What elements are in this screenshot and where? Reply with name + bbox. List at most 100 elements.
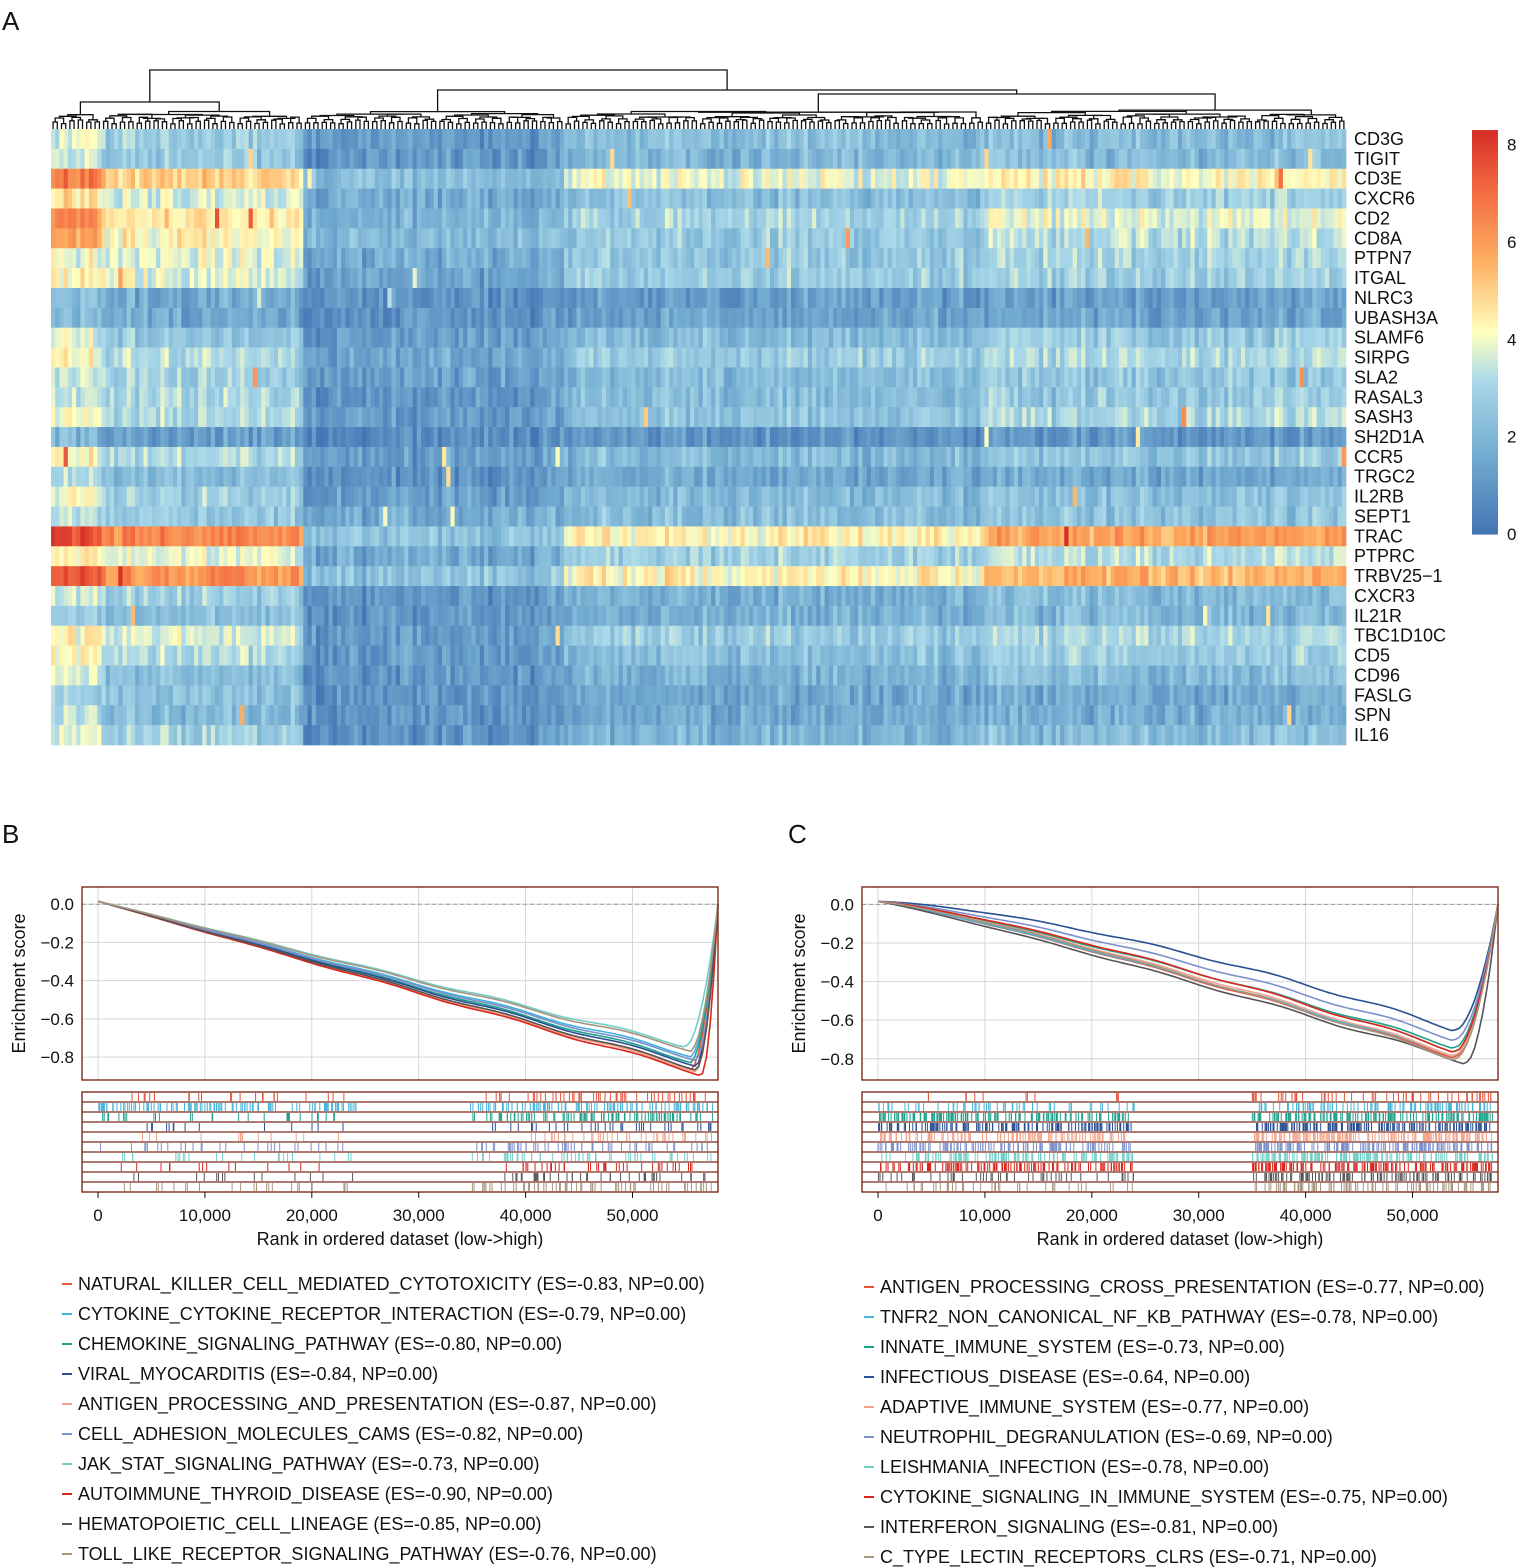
heatmap-cell — [1215, 228, 1221, 249]
heatmap-cell — [1173, 347, 1179, 368]
heatmap-cell — [879, 327, 884, 348]
heatmap-cell — [458, 407, 464, 428]
heatmap-cell — [1190, 148, 1195, 170]
heatmap-cell — [84, 129, 90, 150]
heatmap-cell — [454, 228, 460, 249]
heatmap-cell — [492, 287, 498, 309]
heatmap-cell — [530, 387, 535, 408]
heatmap-cell — [122, 248, 128, 269]
heatmap-cell — [1106, 208, 1111, 229]
heatmap-cell — [858, 407, 863, 428]
heatmap-cell — [706, 347, 712, 368]
heatmap-cell — [1341, 208, 1347, 229]
heatmap-cell — [408, 407, 413, 428]
heatmap-cell — [652, 208, 657, 229]
heatmap-cell — [404, 129, 409, 150]
heatmap-cell — [1219, 387, 1225, 408]
heatmap-cell — [921, 287, 926, 309]
heatmap-cell — [702, 387, 708, 408]
heatmap-cell — [984, 367, 989, 388]
heatmap-cell — [143, 327, 149, 348]
heatmap-cell — [126, 268, 132, 289]
heatmap-cell — [1022, 307, 1027, 329]
heatmap-cell — [240, 208, 245, 229]
heatmap-cell — [412, 208, 418, 229]
heatmap-cell — [1165, 327, 1170, 348]
heatmap-cell — [1308, 268, 1313, 289]
heatmap-cell — [1123, 248, 1128, 269]
heatmap-cell — [387, 168, 392, 189]
heatmap-cell — [639, 148, 645, 170]
heatmap-cell — [72, 327, 77, 348]
heatmap-cell — [1114, 327, 1120, 348]
heatmap-cell — [210, 327, 216, 348]
heatmap-cell — [206, 367, 212, 388]
heatmap-cell — [534, 248, 540, 269]
heatmap-cell — [572, 208, 577, 229]
heatmap-cell — [723, 327, 729, 348]
heatmap-cell — [1295, 347, 1301, 368]
dendrogram-branch — [346, 121, 353, 129]
heatmap-cell — [147, 129, 153, 150]
dendrogram-branch — [624, 120, 630, 129]
heatmap-cell — [114, 307, 119, 329]
heatmap-cell — [1144, 347, 1149, 368]
heatmap-cell — [1022, 367, 1027, 388]
heatmap-cell — [236, 367, 241, 388]
heatmap-cell — [610, 387, 615, 408]
heatmap-cell — [748, 307, 754, 329]
heatmap-cell — [1203, 208, 1208, 229]
heatmap-cell — [1219, 148, 1225, 170]
heatmap-cell — [505, 248, 510, 269]
heatmap-cell — [315, 387, 321, 408]
heatmap-cell — [1257, 367, 1263, 388]
heatmap-cell — [1110, 208, 1116, 229]
heatmap-cell — [1005, 268, 1010, 289]
heatmap-cell — [1047, 367, 1053, 388]
heatmap-cell — [374, 387, 380, 408]
heatmap-cell — [471, 347, 476, 368]
heatmap-cell — [875, 228, 880, 249]
heatmap-cell — [778, 327, 783, 348]
heatmap-cell — [1089, 347, 1095, 368]
heatmap-cell — [1316, 387, 1322, 408]
heatmap-cell — [1013, 367, 1019, 388]
heatmap-cell — [479, 407, 485, 428]
heatmap-cell — [93, 148, 98, 170]
heatmap-cell — [858, 367, 863, 388]
heatmap-cell — [614, 327, 619, 348]
heatmap-cell — [383, 347, 388, 368]
heatmap-cell — [698, 129, 704, 150]
heatmap-cell — [484, 367, 489, 388]
dendrogram-branch — [943, 123, 950, 129]
heatmap-cell — [416, 327, 422, 348]
heatmap-cell — [606, 148, 611, 170]
heatmap-cell — [1308, 327, 1313, 348]
heatmap-cell — [202, 129, 207, 150]
heatmap-cell — [341, 347, 346, 368]
heatmap-cell — [1097, 327, 1103, 348]
heatmap-cell — [677, 407, 683, 428]
heatmap-cell — [959, 129, 964, 150]
heatmap-cell — [294, 347, 300, 368]
heatmap-cell — [1034, 367, 1040, 388]
heatmap-cell — [933, 407, 939, 428]
heatmap-cell — [959, 327, 964, 348]
heatmap-cell — [1156, 268, 1162, 289]
heatmap-cell — [126, 367, 132, 388]
heatmap-cell — [984, 287, 989, 309]
heatmap-cell — [1257, 347, 1263, 368]
heatmap-cell — [1047, 129, 1053, 150]
heatmap-cell — [1329, 168, 1334, 189]
heatmap-cell — [723, 387, 729, 408]
heatmap-cell — [837, 148, 842, 170]
heatmap-cell — [706, 148, 712, 170]
heatmap-cell — [1249, 307, 1254, 329]
heatmap-cell — [1211, 387, 1216, 408]
heatmap-cell — [584, 307, 590, 329]
heatmap-cell — [437, 367, 443, 388]
heatmap-cell — [336, 268, 342, 289]
heatmap-cell — [1118, 148, 1124, 170]
heatmap-cell — [1169, 148, 1174, 170]
heatmap-cell — [870, 248, 876, 269]
